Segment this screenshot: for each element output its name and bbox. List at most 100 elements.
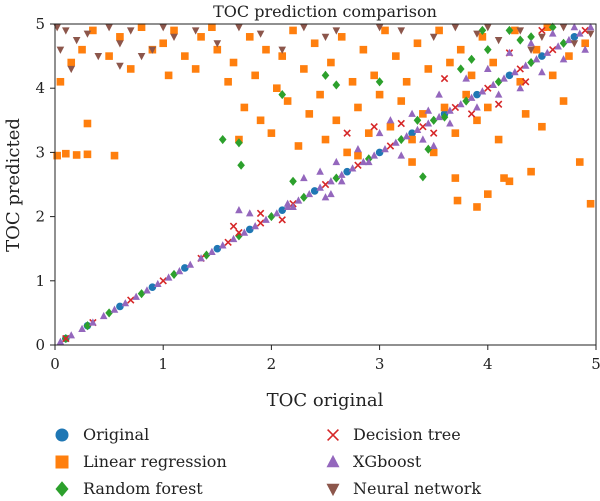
data-point <box>256 30 265 38</box>
data-point <box>462 96 470 106</box>
data-point <box>237 160 245 170</box>
data-point <box>565 52 573 60</box>
data-point <box>429 129 438 137</box>
data-point <box>289 176 297 186</box>
data-point <box>467 71 476 80</box>
data-point <box>429 141 438 150</box>
data-point <box>337 170 346 178</box>
data-point <box>235 138 243 148</box>
legend-marker <box>55 428 69 442</box>
data-point <box>348 164 357 172</box>
data-point <box>208 247 216 255</box>
series-random-forest <box>62 22 568 344</box>
data-point <box>397 119 405 128</box>
data-point <box>370 71 378 80</box>
data-point <box>516 77 525 86</box>
data-point <box>408 129 416 137</box>
data-point <box>327 177 335 185</box>
data-point <box>316 90 324 99</box>
legend-marker <box>55 455 69 469</box>
data-point <box>294 196 303 204</box>
data-point <box>67 331 76 339</box>
data-point <box>484 190 492 198</box>
data-point <box>527 167 535 176</box>
data-point <box>532 45 541 54</box>
data-point <box>273 209 281 217</box>
data-point <box>316 183 324 191</box>
data-point <box>354 103 362 112</box>
data-point <box>473 203 481 211</box>
data-point <box>453 196 462 205</box>
data-point <box>218 135 227 145</box>
data-point <box>278 52 287 60</box>
data-point <box>489 80 498 89</box>
data-point <box>575 29 584 37</box>
data-point <box>251 222 259 230</box>
data-point <box>424 144 433 154</box>
data-point <box>548 71 557 80</box>
y-axis: 0 1 2 3 4 5 <box>35 15 55 354</box>
data-point <box>478 33 487 41</box>
y-tick-label: 2 <box>35 208 45 226</box>
data-point <box>235 228 243 237</box>
data-point <box>332 116 341 125</box>
data-point <box>451 129 460 137</box>
data-point <box>424 119 433 127</box>
data-point <box>289 26 297 35</box>
data-point <box>484 24 492 32</box>
legend-label: Decision tree <box>353 425 461 444</box>
data-point <box>570 40 579 48</box>
data-point <box>245 225 254 234</box>
data-point <box>538 122 546 131</box>
data-point <box>262 215 270 223</box>
y-tick-label: 1 <box>35 272 45 290</box>
data-point <box>516 27 525 35</box>
data-point <box>521 78 530 86</box>
data-point <box>370 123 378 131</box>
data-point <box>429 33 438 42</box>
data-point <box>240 228 249 236</box>
data-point <box>521 110 530 118</box>
data-point <box>478 25 487 35</box>
data-point <box>332 80 341 90</box>
data-point <box>256 116 265 125</box>
data-point <box>72 151 81 159</box>
legend-label: XGboost <box>353 452 422 471</box>
data-point <box>305 189 314 198</box>
data-point <box>83 30 92 38</box>
data-point <box>170 26 178 35</box>
data-point <box>473 103 481 111</box>
data-point <box>143 286 151 294</box>
data-point <box>435 90 443 98</box>
data-point <box>343 148 351 157</box>
data-point <box>137 53 146 61</box>
data-point <box>213 244 222 253</box>
data-point <box>532 55 541 63</box>
series-original <box>62 33 579 343</box>
data-point <box>62 334 70 343</box>
data-point <box>218 241 227 249</box>
data-point <box>224 238 232 246</box>
x-tick-label: 1 <box>158 355 168 373</box>
data-point <box>538 67 546 76</box>
data-point <box>208 23 216 32</box>
data-point <box>83 119 92 128</box>
data-point <box>251 71 259 80</box>
data-point <box>294 142 303 150</box>
data-point <box>527 39 535 47</box>
data-point <box>419 172 427 182</box>
data-point <box>538 33 546 42</box>
data-point <box>516 35 525 45</box>
data-point <box>78 324 86 332</box>
data-point <box>202 250 211 260</box>
y-tick-label: 5 <box>35 15 45 33</box>
data-point <box>235 206 243 214</box>
data-point <box>121 299 130 307</box>
data-point <box>494 37 503 45</box>
data-point <box>538 26 546 35</box>
data-point <box>289 202 297 211</box>
data-point <box>413 125 422 133</box>
data-point <box>392 52 400 60</box>
data-point <box>348 77 357 86</box>
data-point <box>473 30 481 38</box>
